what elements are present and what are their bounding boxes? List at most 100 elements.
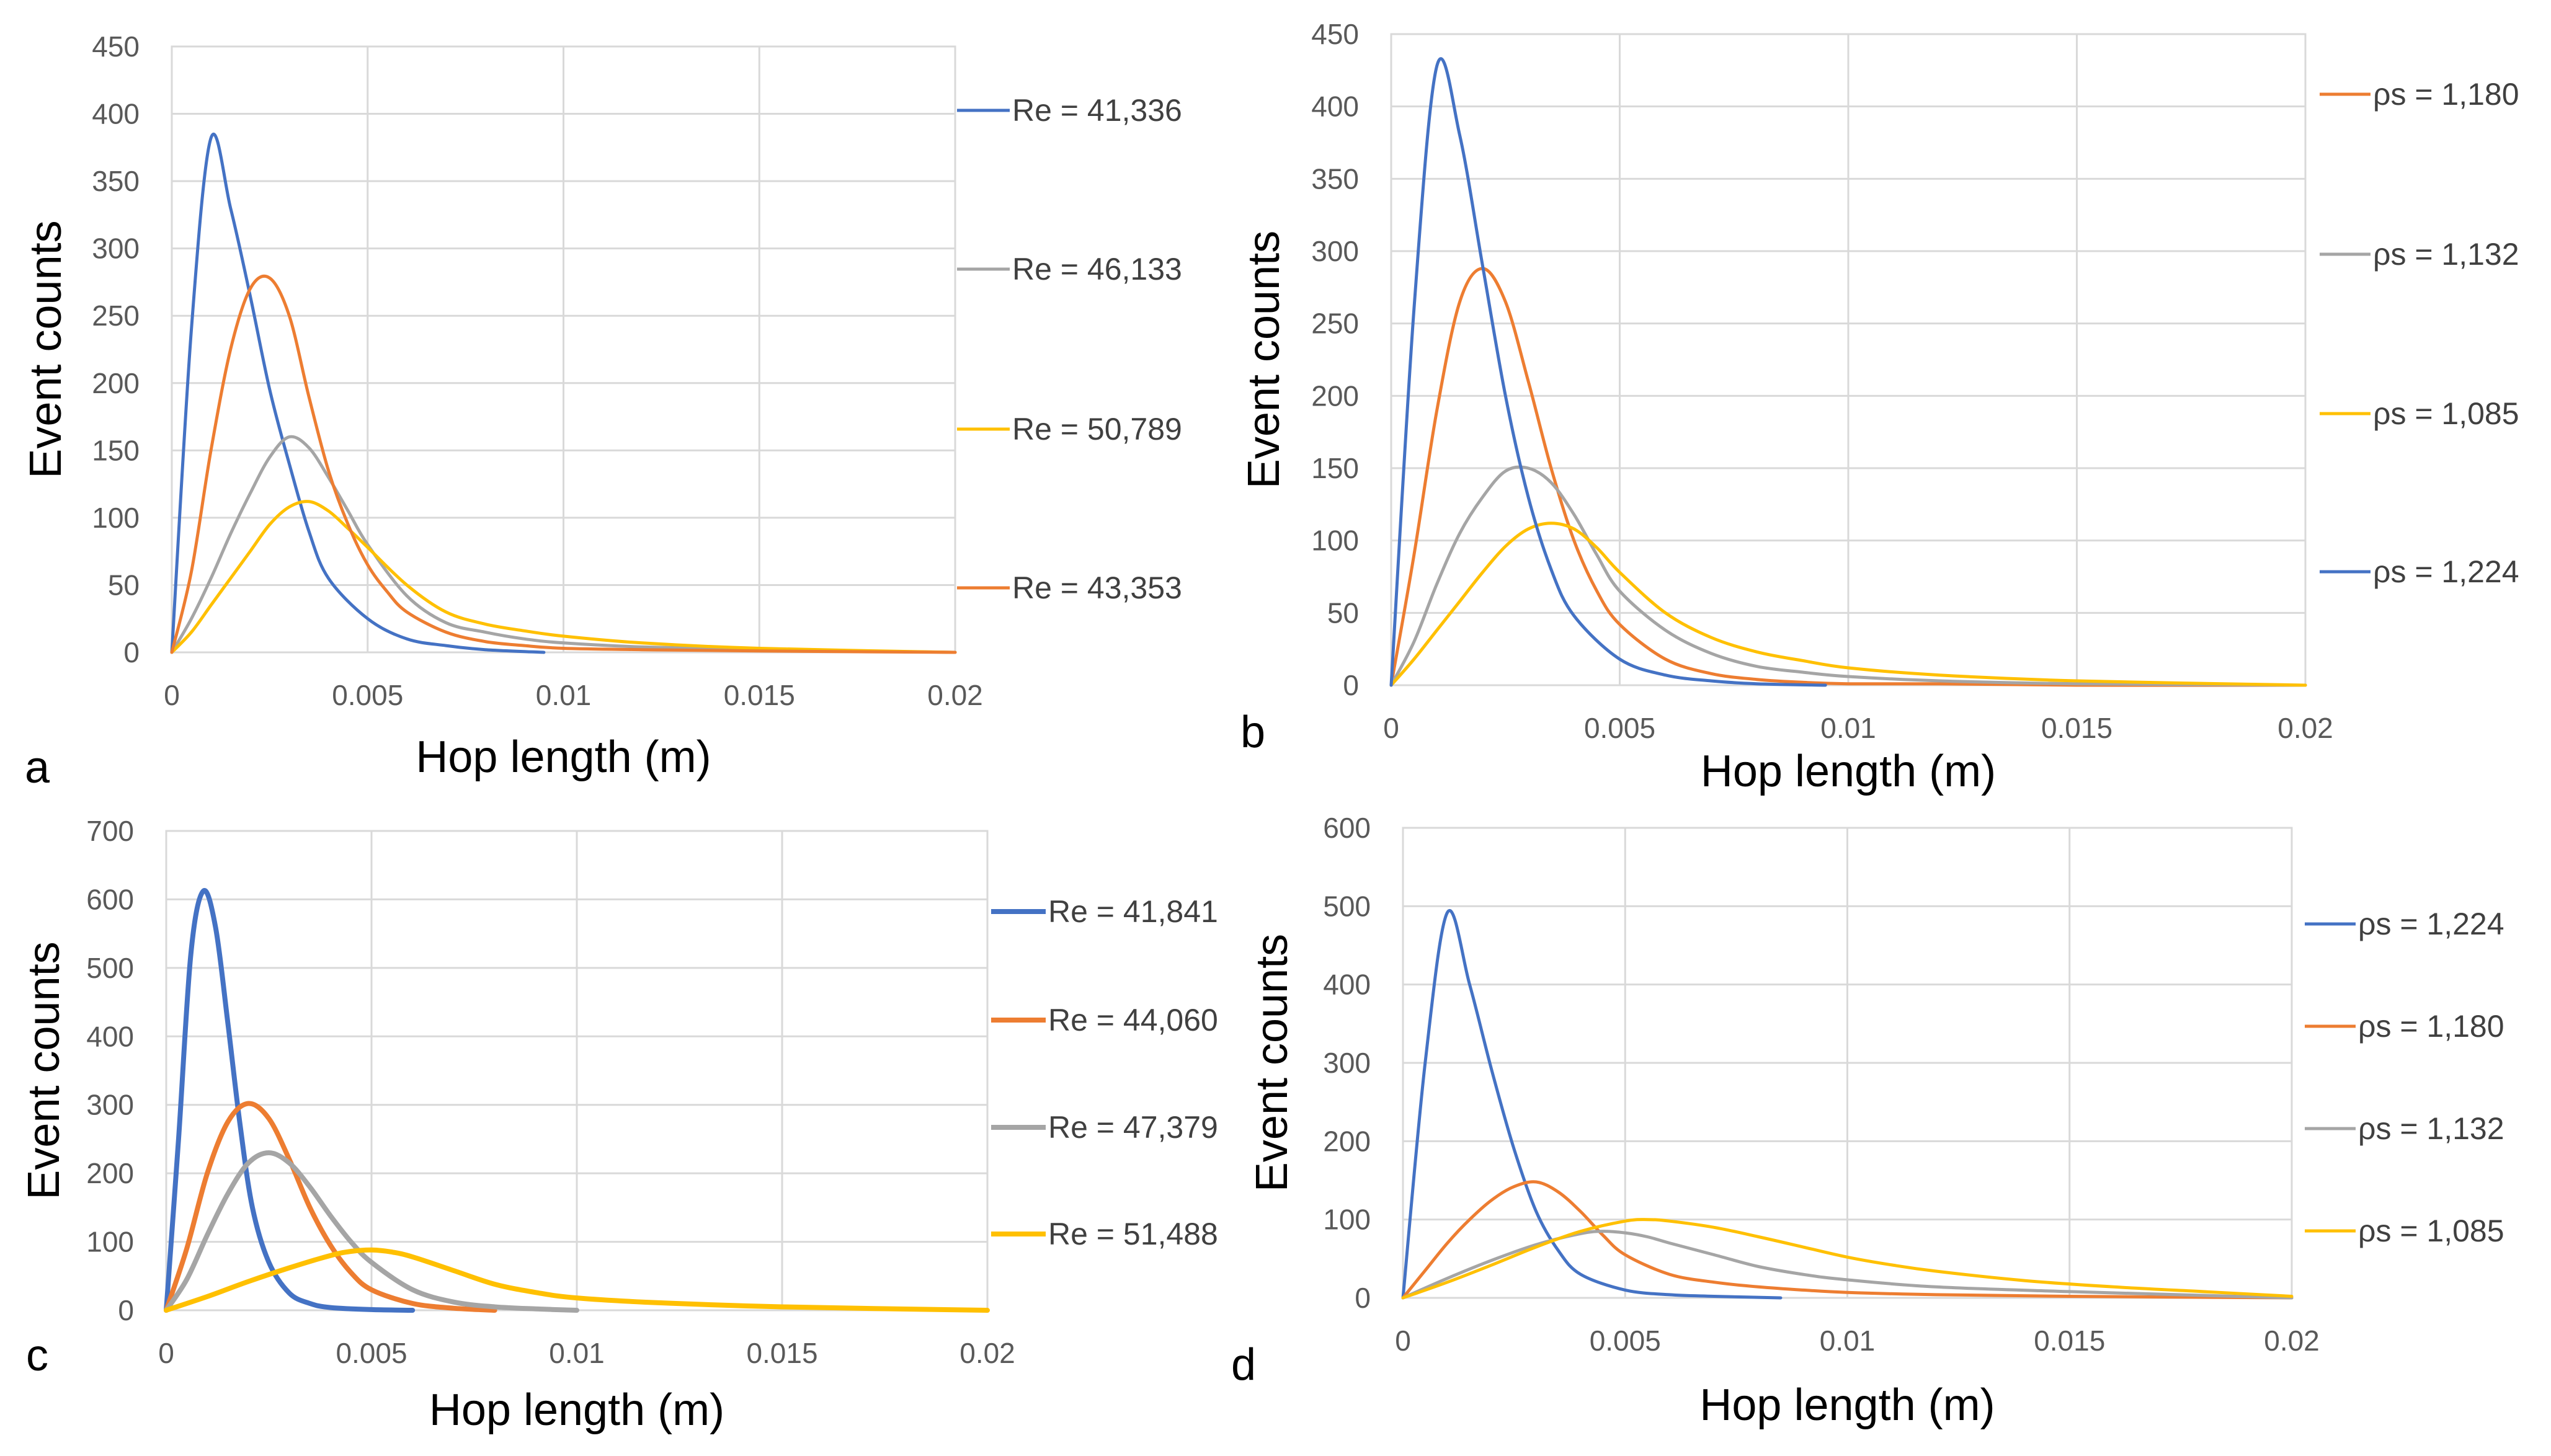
x-tick-label: 0.02 (2277, 712, 2333, 744)
panel-c: 0 100 200 300 400 500 600 700 0 0.005 0.01 0.015 0.0… (19, 815, 1218, 1435)
legend-label: Re = 44,060 (1048, 1003, 1218, 1037)
series-line (170, 274, 957, 654)
y-tick-label: 300 (1311, 235, 1359, 267)
legend-label: Re = 50,789 (1012, 412, 1182, 446)
y-tick-label: 600 (1323, 812, 1371, 844)
y-tick-label: 250 (92, 300, 140, 332)
y-tick-label: 50 (1327, 597, 1359, 629)
x-axis-title: Hop length (m) (1699, 1380, 1995, 1430)
series-line (1401, 1218, 2294, 1300)
y-tick-label: 0 (1343, 669, 1359, 701)
legend-label: Re = 46,133 (1012, 252, 1182, 286)
legend-label: ρs = 1,132 (2358, 1111, 2504, 1146)
x-tick-label: 0.01 (536, 679, 592, 711)
y-tick-label: 250 (1311, 308, 1359, 340)
series-line (164, 1150, 579, 1313)
y-tick-label: 0 (118, 1294, 134, 1326)
y-tick-label: 150 (1311, 452, 1359, 484)
legend-label: Re = 43,353 (1012, 570, 1182, 605)
legend-label: Re = 41,841 (1048, 894, 1218, 929)
y-axis-title: Event counts (21, 220, 71, 478)
panel-letter: d (1231, 1340, 1256, 1390)
series-line (1389, 465, 2307, 687)
series-line (170, 435, 957, 654)
y-tick-label: 500 (1323, 890, 1371, 922)
legend-label: ρs = 1,224 (2373, 554, 2519, 589)
y-tick-label: 100 (1323, 1204, 1371, 1236)
legend-label: Re = 47,379 (1048, 1110, 1218, 1145)
x-tick-label: 0.015 (724, 679, 795, 711)
series-line (170, 500, 957, 654)
x-tick-label: 0 (1383, 712, 1399, 744)
panel-b: 0 50 100 150 200 250 300 350 400 450 0 0.005 0.01 0.0… (1239, 18, 2519, 796)
legend-label: Re = 51,488 (1048, 1217, 1218, 1251)
x-axis-title: Hop length (m) (416, 732, 711, 782)
x-tick-label: 0.02 (2264, 1325, 2320, 1357)
series-line (1389, 57, 1827, 687)
y-tick-label: 700 (86, 815, 134, 847)
x-tick-label: 0.02 (927, 679, 983, 711)
y-tick-label: 0 (1355, 1282, 1371, 1314)
series-line (1389, 522, 2307, 687)
y-tick-label: 200 (86, 1157, 134, 1189)
legend-label: ρs = 1,085 (2373, 396, 2519, 431)
series-line (164, 1101, 497, 1313)
x-tick-label: 0 (1395, 1325, 1411, 1357)
y-tick-label: 150 (92, 434, 140, 466)
panel-d: 0 100 200 300 400 500 600 0 0.005 0.01 0.015 0.02 Ho… (1231, 812, 2504, 1430)
y-tick-label: 200 (92, 367, 140, 399)
legend-label: ρs = 1,180 (2373, 77, 2519, 112)
y-axis-title: Event counts (1239, 231, 1289, 489)
y-tick-label: 400 (1323, 969, 1371, 1001)
y-axis-title: Event counts (1247, 934, 1297, 1192)
y-tick-label: 50 (108, 569, 140, 601)
y-tick-label: 350 (92, 165, 140, 197)
y-tick-label: 450 (92, 30, 140, 63)
y-tick-label: 600 (86, 883, 134, 915)
legend-label: ρs = 1,224 (2358, 907, 2504, 941)
legend-label: ρs = 1,132 (2373, 237, 2519, 272)
series-line (164, 1247, 990, 1313)
y-tick-label: 0 (123, 636, 140, 668)
series-line (1401, 1230, 2294, 1300)
panel-letter: c (26, 1331, 48, 1380)
y-tick-label: 300 (92, 233, 140, 265)
panel-letter: a (25, 743, 50, 792)
x-tick-label: 0.01 (549, 1337, 605, 1369)
y-tick-label: 300 (1323, 1047, 1371, 1079)
series-line (1401, 909, 1783, 1300)
x-axis-title: Hop length (m) (1701, 747, 1996, 796)
x-tick-label: 0.005 (1590, 1325, 1661, 1357)
x-tick-label: 0 (158, 1337, 174, 1369)
y-tick-label: 300 (86, 1089, 134, 1121)
x-tick-label: 0.005 (336, 1337, 407, 1369)
series-line (170, 132, 546, 654)
x-tick-label: 0.005 (332, 679, 403, 711)
panel-a: 0 50 100 150 200 250 300 350 400 450 0 0.005 0.01 0.0… (21, 30, 1182, 792)
y-tick-label: 400 (86, 1020, 134, 1052)
x-tick-label: 0.01 (1820, 1325, 1876, 1357)
series-line (164, 888, 416, 1313)
legend-label: ρs = 1,085 (2358, 1214, 2504, 1248)
y-tick-label: 100 (1311, 525, 1359, 557)
plot-frame (1402, 827, 2293, 1299)
y-tick-label: 200 (1311, 380, 1359, 412)
x-tick-label: 0.005 (1584, 712, 1655, 744)
x-tick-label: 0.01 (1820, 712, 1876, 744)
y-tick-label: 400 (1311, 91, 1359, 123)
y-axis-title: Event counts (19, 941, 69, 1199)
panel-letter: b (1240, 708, 1265, 757)
y-tick-label: 200 (1323, 1125, 1371, 1157)
series-line (1389, 267, 2307, 687)
x-tick-label: 0 (164, 679, 180, 711)
legend-label: Re = 41,336 (1012, 93, 1182, 128)
legend-label: ρs = 1,180 (2358, 1009, 2504, 1044)
x-tick-label: 0.015 (746, 1337, 817, 1369)
series-line (1401, 1180, 2294, 1300)
x-axis-title: Hop length (m) (429, 1385, 724, 1435)
plot-frame (171, 45, 956, 654)
y-tick-label: 100 (86, 1226, 134, 1258)
x-tick-label: 0.015 (2034, 1325, 2105, 1357)
x-tick-label: 0.02 (959, 1337, 1015, 1369)
